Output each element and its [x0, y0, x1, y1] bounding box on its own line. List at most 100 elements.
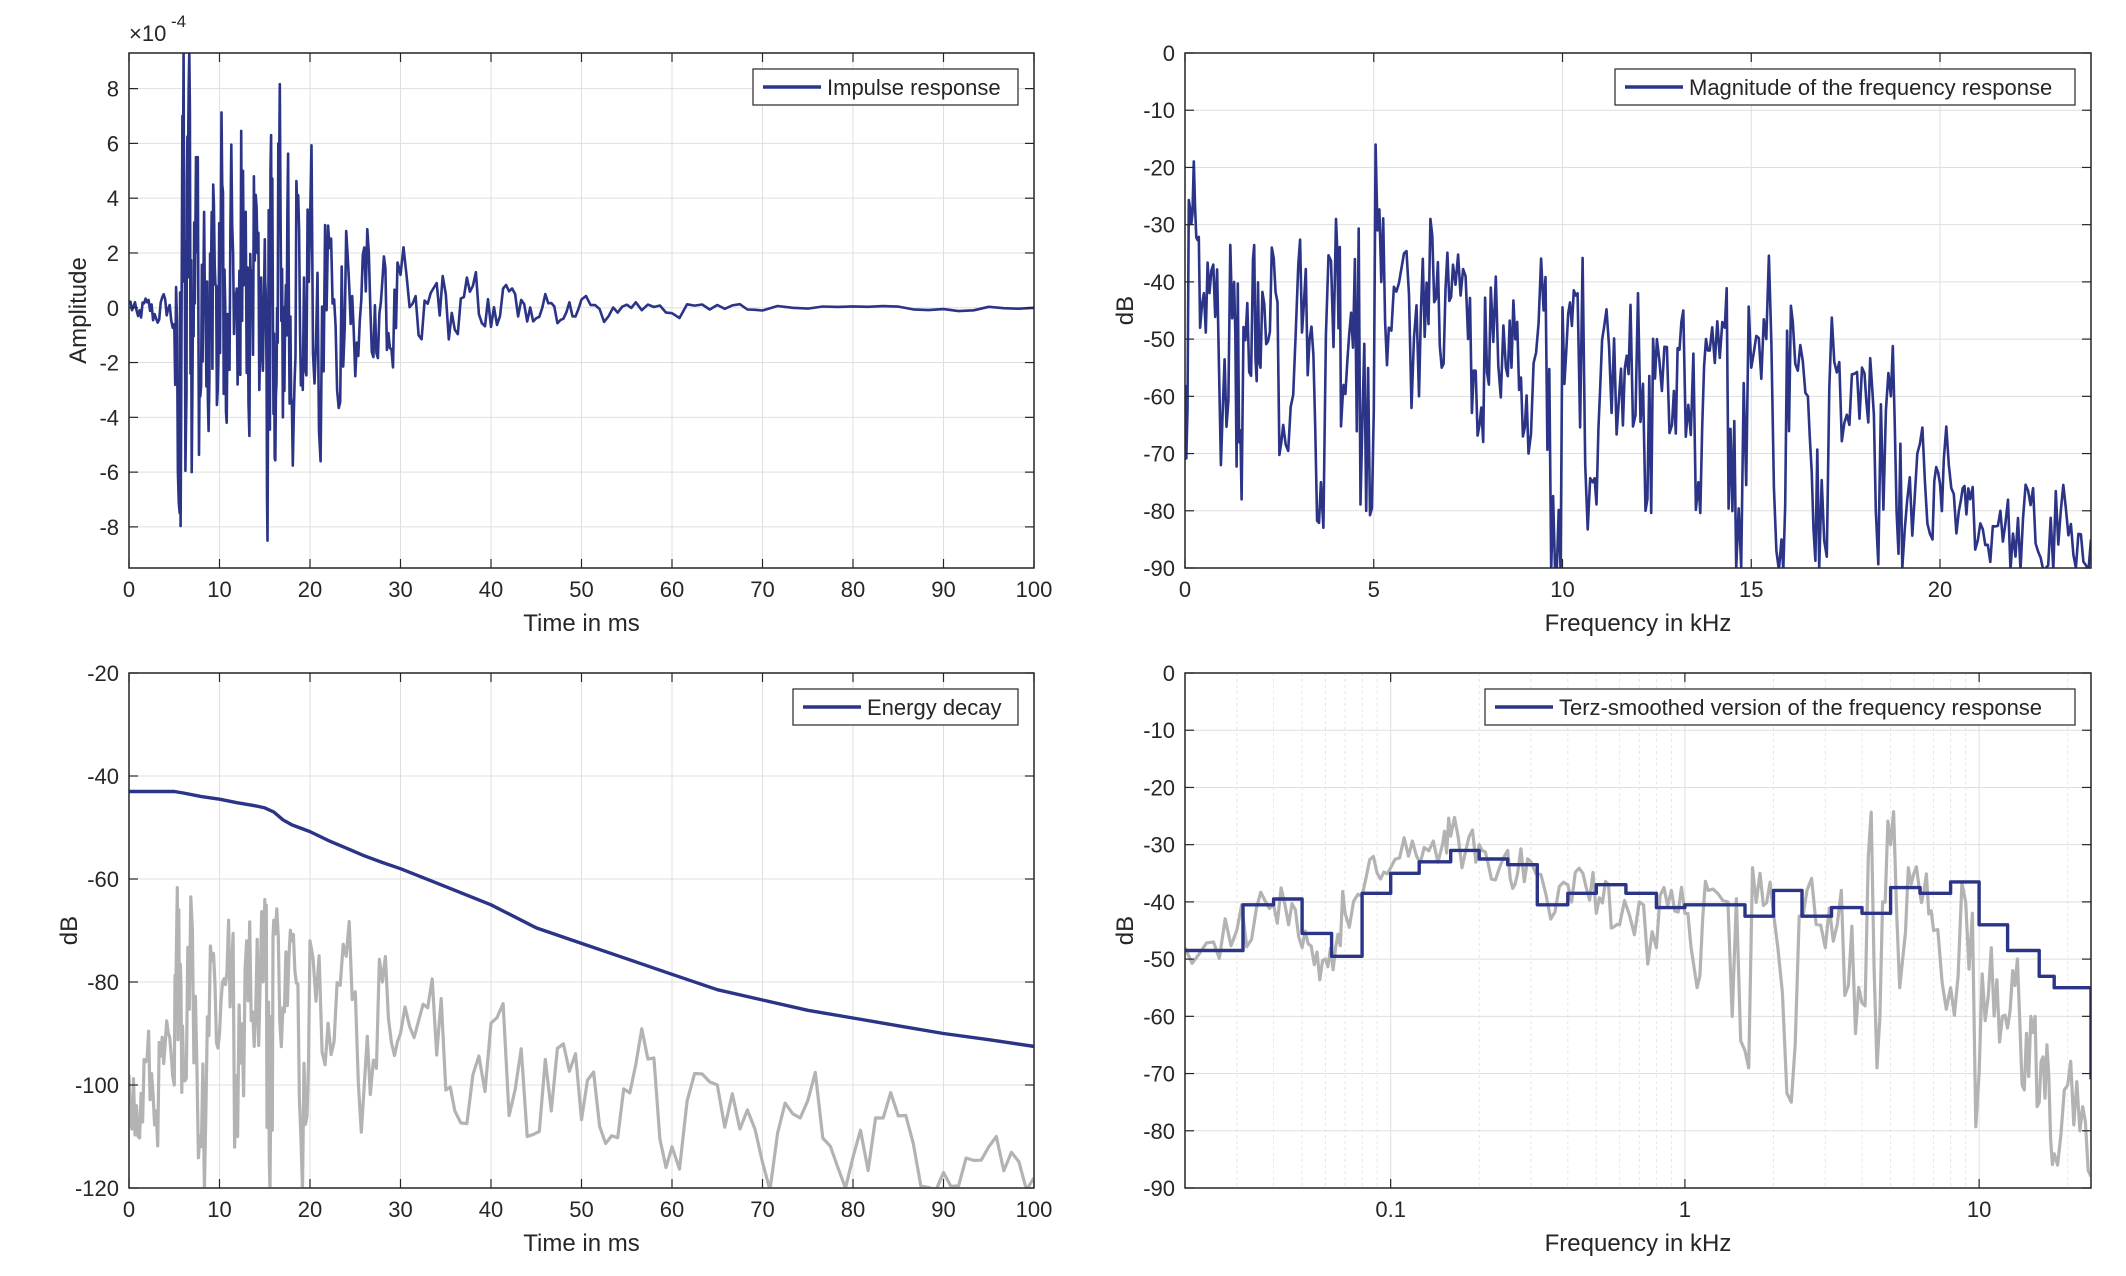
- y-tick-label: -70: [1143, 442, 1175, 467]
- x-tick-label: 30: [388, 577, 412, 602]
- y-tick-label: -100: [75, 1073, 119, 1098]
- x-tick-label: 60: [660, 1197, 684, 1222]
- plot-area: [1184, 672, 2092, 1189]
- x-axis-label: Time in ms: [523, 1230, 639, 1257]
- y-tick-label: -120: [75, 1176, 119, 1201]
- x-tick-label: 0: [123, 1197, 135, 1222]
- y-axis-label: dB: [56, 916, 83, 945]
- y-tick-label: -20: [1143, 155, 1175, 180]
- y-tick-label: 6: [107, 131, 119, 156]
- series-line-terz-smoothed-version-of-the-frequency-response: [1185, 848, 2091, 1080]
- y-tick-label: -90: [1143, 556, 1175, 581]
- legend-box: [1484, 688, 2076, 726]
- x-tick-label: 70: [750, 1197, 774, 1222]
- x-axis-label: Frequency in kHz: [1545, 610, 1732, 637]
- x-tick-label: 0: [123, 577, 135, 602]
- legend: Impulse response: [752, 68, 1019, 106]
- series-line-gray: [1185, 810, 2091, 1178]
- x-tick-label: 50: [569, 577, 593, 602]
- y-tick-label: -20: [87, 661, 119, 686]
- y-tick-label: 0: [1163, 41, 1175, 66]
- y-tick-label: 8: [107, 77, 119, 102]
- x-tick-label: 20: [298, 577, 322, 602]
- y-tick-label: -30: [1143, 833, 1175, 858]
- axis-exponent-label: ×10: [129, 21, 166, 46]
- axes-frame: [1184, 52, 2092, 569]
- y-tick-label: -60: [1143, 1004, 1175, 1029]
- y-tick-label: -20: [1143, 775, 1175, 800]
- x-tick-label: 20: [1928, 577, 1952, 602]
- x-tick-label: 90: [931, 1197, 955, 1222]
- series-group: [129, 53, 1034, 542]
- x-tick-label: 0: [1179, 577, 1191, 602]
- x-tick-label: 0.1: [1375, 1197, 1406, 1222]
- series-line-energy-decay: [129, 789, 1034, 1049]
- frequency-magnitude-panel: 0 5 10 15 20 0 -10 -20 -30 -40 -50 -60 -70 -80 -90 Freq…: [1112, 41, 2092, 637]
- y-tick-label: -10: [1143, 718, 1175, 743]
- x-tick-label: 30: [388, 1197, 412, 1222]
- legend: Terz-smoothed version of the frequency r…: [1484, 688, 2076, 726]
- x-tick-label: 10: [1967, 1197, 1991, 1222]
- y-axis-label: dB: [1112, 916, 1139, 945]
- axis-exponent-power: -4: [171, 12, 186, 31]
- series-group: [1185, 810, 2091, 1178]
- legend-label: Magnitude of the frequency response: [1689, 75, 2052, 100]
- series-group: [1185, 143, 2091, 568]
- y-tick-label: -90: [1143, 1176, 1175, 1201]
- y-tick-label: 2: [107, 241, 119, 266]
- y-tick-label: -60: [87, 867, 119, 892]
- energy-decay-panel: 0 10 20 30 40 50 60 70 80 90 100 -20 -40 -60 -80 -100 -1…: [56, 661, 1052, 1257]
- x-tick-label: 20: [298, 1197, 322, 1222]
- x-tick-label: 10: [207, 1197, 231, 1222]
- y-tick-label: -30: [1143, 213, 1175, 238]
- y-tick-label: -40: [1143, 270, 1175, 295]
- x-tick-label: 100: [1016, 1197, 1053, 1222]
- y-tick-label: -40: [1143, 890, 1175, 915]
- x-tick-label: 80: [841, 577, 865, 602]
- y-tick-label: -80: [1143, 499, 1175, 524]
- y-tick-label: 4: [107, 186, 119, 211]
- y-tick-label: -4: [99, 405, 119, 430]
- y-tick-label: -70: [1143, 1062, 1175, 1087]
- x-axis-label: Time in ms: [523, 610, 639, 637]
- x-tick-label: 40: [479, 1197, 503, 1222]
- y-tick-label: -6: [99, 460, 119, 485]
- y-tick-label: -10: [1143, 98, 1175, 123]
- series-line-gray: [129, 886, 1034, 1188]
- x-tick-label: 1: [1679, 1197, 1691, 1222]
- axes-frame: [1184, 672, 2092, 1189]
- x-tick-label: 40: [479, 577, 503, 602]
- series-line-impulse-response: [129, 53, 1034, 542]
- legend-label: Energy decay: [867, 695, 1002, 720]
- y-tick-label: 0: [107, 296, 119, 321]
- series-group: [129, 789, 1034, 1188]
- x-tick-label: 5: [1368, 577, 1380, 602]
- x-tick-label: 60: [660, 577, 684, 602]
- y-axis-label: dB: [1112, 296, 1139, 325]
- y-axis-label: Amplitude: [65, 257, 92, 364]
- y-tick-label: -2: [99, 351, 119, 376]
- x-tick-label: 80: [841, 1197, 865, 1222]
- y-tick-label: -8: [99, 515, 119, 540]
- legend: Energy decay: [792, 688, 1019, 726]
- legend-box: [1614, 68, 2076, 106]
- y-tick-label: -40: [87, 764, 119, 789]
- y-tick-label: -80: [1143, 1119, 1175, 1144]
- impulse-response-panel: 0 10 20 30 40 50 60 70 80 90 100 -8 -6 -4 -2 0 2 4 6 8 Time …: [65, 12, 1052, 637]
- x-axis-label: Frequency in kHz: [1545, 1230, 1732, 1257]
- y-tick-label: -60: [1143, 384, 1175, 409]
- x-tick-label: 10: [1550, 577, 1574, 602]
- terz-smoothed-panel: 0.1 1 10 0 -10 -20 -30 -40 -50 -60 -70 -80 -90 Freque…: [1112, 661, 2092, 1257]
- y-tick-label: 0: [1163, 661, 1175, 686]
- legend: Magnitude of the frequency response: [1614, 68, 2076, 106]
- y-tick-label: -80: [87, 970, 119, 995]
- x-tick-label: 100: [1016, 577, 1053, 602]
- legend-label: Terz-smoothed version of the frequency r…: [1559, 695, 2042, 720]
- x-tick-label: 90: [931, 577, 955, 602]
- x-tick-label: 15: [1739, 577, 1763, 602]
- y-tick-label: -50: [1143, 327, 1175, 352]
- x-tick-label: 50: [569, 1197, 593, 1222]
- x-tick-label: 70: [750, 577, 774, 602]
- legend-label: Impulse response: [827, 75, 1001, 100]
